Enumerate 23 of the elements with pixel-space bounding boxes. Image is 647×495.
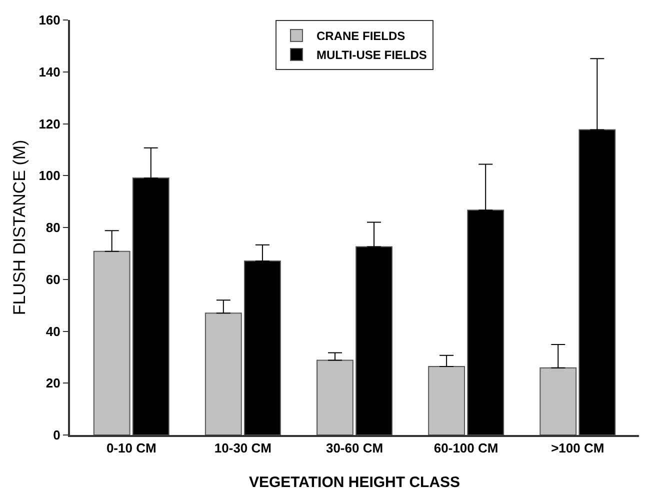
x-tick-label: 60-100 CM xyxy=(434,440,498,456)
y-tick-label: 120 xyxy=(38,116,60,132)
y-tick-label: 100 xyxy=(38,168,60,184)
legend-label: CRANE FIELDS xyxy=(316,29,406,44)
bar xyxy=(540,367,577,435)
x-tick-label: 30-60 CM xyxy=(326,440,384,456)
bar xyxy=(316,360,354,435)
legend-label: MULTI-USE FIELDS xyxy=(316,48,427,62)
x-tick-label: >100 CM xyxy=(551,440,604,456)
y-tick-label: 40 xyxy=(46,324,60,339)
bar xyxy=(428,366,466,435)
y-tick-label: 20 xyxy=(46,376,60,391)
x-axis-title: VEGETATION HEIGHT CLASS xyxy=(248,474,460,492)
x-tick-label: 10-30 CM xyxy=(214,440,272,456)
bar xyxy=(93,250,130,435)
bar xyxy=(204,312,242,435)
y-tick-label: 0 xyxy=(53,428,60,443)
x-tick-label: 0-10 CM xyxy=(106,440,156,456)
y-axis-title: FLUSH DISTANCE (M) xyxy=(10,140,29,316)
y-tick-label: 60 xyxy=(46,272,60,287)
y-tick-label: 140 xyxy=(38,64,60,80)
y-tick-label: 160 xyxy=(38,12,60,28)
y-tick-label: 80 xyxy=(46,220,60,236)
